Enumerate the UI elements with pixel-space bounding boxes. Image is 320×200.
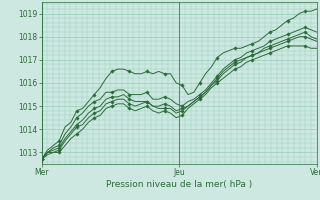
X-axis label: Pression niveau de la mer( hPa ): Pression niveau de la mer( hPa ) bbox=[106, 180, 252, 189]
